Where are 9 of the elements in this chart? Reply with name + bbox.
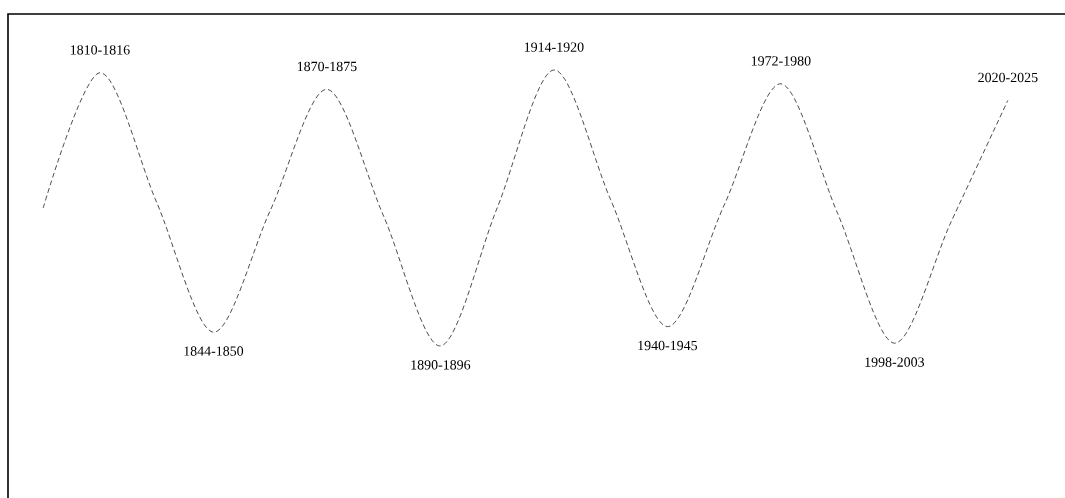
- x-tick-label: 1940-1945: [638, 340, 698, 351]
- x-tick-label: 1998-2003: [865, 357, 925, 367]
- x-tick-label: 1870-1875: [297, 61, 357, 72]
- x-tick-label: 1844-1850: [184, 346, 244, 356]
- x-tick-label: 2020-2025: [978, 72, 1038, 83]
- x-tick-label: 1890-1896: [411, 360, 471, 370]
- x-tick-label: 1914-1920: [524, 42, 584, 52]
- x-tick-label: 1810-1816: [70, 45, 130, 55]
- x-tick-label: 1972-1980: [751, 56, 811, 66]
